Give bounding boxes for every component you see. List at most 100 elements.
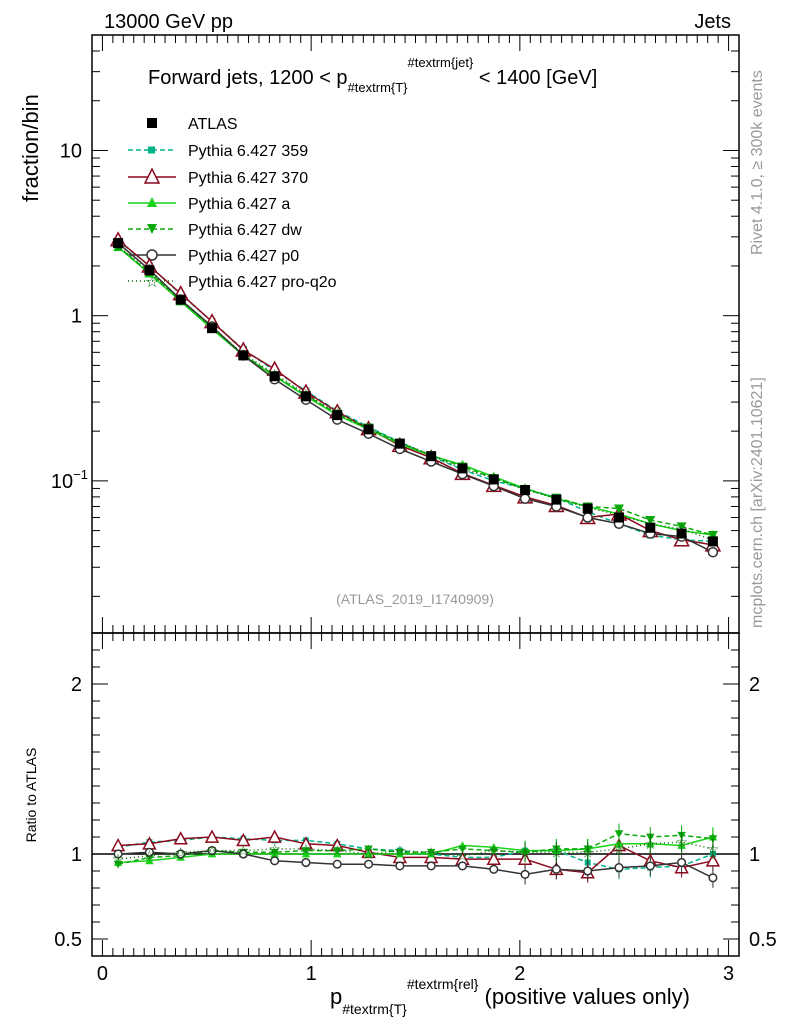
ratio-y-tick-label-left: 1 xyxy=(71,844,82,866)
ratio-point-pq2o: ☆ xyxy=(237,843,250,859)
main-point-pdw xyxy=(676,522,687,532)
ratio-point-pq2o: ☆ xyxy=(331,843,344,859)
ratio-point-p370 xyxy=(705,853,721,867)
ratio-y-tick-label-right: 2 xyxy=(749,674,760,696)
main-point-pdw xyxy=(707,531,718,541)
legend-label-p370: Pythia 6.427 370 xyxy=(188,170,308,187)
ratio-line-pa xyxy=(118,836,714,864)
ratio-point-pq2o: ☆ xyxy=(581,844,594,860)
main-point-atlas xyxy=(363,424,374,435)
main-y-axis-label: fraction/bin xyxy=(18,94,43,202)
plot-title-tail: < 1400 [GeV] xyxy=(473,67,597,89)
main-point-atlas xyxy=(613,512,624,523)
ratio-point-pp0 xyxy=(583,866,593,876)
legend-marker-atlas xyxy=(147,118,157,128)
ratio-point-pq2o: ☆ xyxy=(300,841,313,857)
ratio-point-pq2o: ☆ xyxy=(143,848,156,864)
ratio-y-tick-label-left: 2 xyxy=(71,674,82,696)
legend-label-p359: Pythia 6.427 359 xyxy=(188,143,308,160)
main-point-atlas xyxy=(520,485,531,496)
ratio-point-pdw xyxy=(458,845,467,854)
ratio-point-pp0 xyxy=(489,864,499,874)
legend-entry-p359: Pythia 6.427 359 xyxy=(128,143,308,160)
ratio-line-pp0 xyxy=(118,849,714,879)
ratio-point-pp0 xyxy=(645,861,655,871)
main-point-atlas xyxy=(394,438,405,449)
ratio-panel-frame xyxy=(91,632,740,957)
main-panel-series: ☆☆☆☆☆☆☆☆☆☆☆☆☆☆☆☆☆☆☆☆ xyxy=(109,231,722,558)
main-series-atlas xyxy=(113,238,718,547)
main-point-atlas xyxy=(332,410,343,421)
plot-title-sub: #textrm{T} xyxy=(348,80,409,95)
ratio-point-pq2o: ☆ xyxy=(268,841,281,857)
analysis-id-label: (ATLAS_2019_I1740909) xyxy=(336,591,494,607)
main-point-atlas xyxy=(269,371,280,382)
ratio-point-p370 xyxy=(267,829,282,843)
main-point-atlas xyxy=(707,536,718,547)
ratio-point-pq2o: ☆ xyxy=(550,844,563,860)
x-axis-label-main: p xyxy=(330,984,342,1009)
header-jets-label: Jets xyxy=(694,11,731,33)
legend-entry-atlas: ATLAS xyxy=(147,116,238,133)
legend-label-pdw: Pythia 6.427 dw xyxy=(188,222,302,239)
ratio-point-pp0 xyxy=(113,849,123,859)
ratio-point-pq2o: ☆ xyxy=(394,843,407,859)
legend-marker-pdw xyxy=(147,224,157,234)
ratio-point-pq2o: ☆ xyxy=(613,841,626,857)
legend-marker-pa xyxy=(147,197,157,207)
legend-label-pq2o: Pythia 6.427 pro-q2o xyxy=(188,274,337,291)
main-point-atlas xyxy=(457,463,468,474)
ratio-series-pdw xyxy=(113,823,718,869)
header-energy-label: 13000 GeV pp xyxy=(104,11,233,33)
plot-title-sup: #textrm{jet} xyxy=(408,55,474,70)
ratio-point-pq2o: ☆ xyxy=(206,843,219,859)
ratio-point-pdw xyxy=(426,848,436,857)
legend: ATLAS Pythia 6.427 359 Pythia 6.427 370 … xyxy=(128,116,337,291)
ratio-point-pq2o: ☆ xyxy=(456,848,469,864)
x-axis-label: p#textrm{T}#textrm{rel} (positive values… xyxy=(330,976,690,1017)
main-point-pdw xyxy=(645,515,656,525)
legend-label-pp0: Pythia 6.427 p0 xyxy=(188,248,299,265)
ratio-point-pq2o: ☆ xyxy=(487,843,500,859)
ratio-y-tick-label-left: 0.5 xyxy=(54,929,82,951)
main-y-tick-label: 10 xyxy=(60,140,82,162)
ratio-point-pq2o: ☆ xyxy=(519,844,532,860)
ratio-y-axis-label: Ratio to ATLAS xyxy=(23,748,39,843)
ratio-x-tick-label: 2 xyxy=(514,963,525,985)
legend-entry-pdw: Pythia 6.427 dw xyxy=(128,222,302,239)
main-point-atlas xyxy=(582,503,593,514)
main-point-atlas xyxy=(300,391,311,402)
ratio-point-p370 xyxy=(204,829,220,843)
ratio-point-pq2o: ☆ xyxy=(707,841,720,857)
ratio-x-tick-label: 1 xyxy=(306,963,317,985)
ratio-point-pp0 xyxy=(301,857,311,868)
ratio-series-p370 xyxy=(110,829,721,883)
ratio-point-pdw xyxy=(113,860,123,869)
legend-marker-p359 xyxy=(148,146,155,154)
ratio-point-pp0 xyxy=(207,846,217,856)
ratio-point-p370 xyxy=(236,832,251,847)
main-point-pp0 xyxy=(707,546,719,558)
main-point-pdw xyxy=(613,504,624,514)
ratio-point-pp0 xyxy=(238,849,248,859)
ratio-point-pp0 xyxy=(677,857,687,868)
rivet-version-label: Rivet 4.1.0, ≥ 300k events xyxy=(749,70,766,255)
legend-entry-pp0: Pythia 6.427 p0 xyxy=(128,248,299,265)
legend-entry-p370: Pythia 6.427 370 xyxy=(128,167,308,187)
main-line-pa xyxy=(117,246,714,536)
main-axis-ticks: 10−1 1 10 xyxy=(51,34,739,633)
main-point-atlas xyxy=(238,350,249,361)
ratio-x-tick-label: 3 xyxy=(723,963,734,985)
plot-title-main: Forward jets, 1200 < p xyxy=(148,67,348,89)
x-axis-label-tail: (positive values only) xyxy=(478,984,690,1009)
ratio-point-pdw xyxy=(614,830,624,838)
ratio-point-pp0 xyxy=(457,861,468,871)
main-y-tick-label: 10−1 xyxy=(51,467,88,493)
ratio-axis-ticks: 0 1 2 3 0.5 0.5 1 1 2 2 xyxy=(54,633,777,985)
ratio-x-tick-label: 0 xyxy=(97,963,108,985)
ratio-point-pdw xyxy=(489,847,499,855)
main-point-atlas xyxy=(207,323,218,334)
ratio-point-pq2o: ☆ xyxy=(675,834,688,850)
x-axis-label-sub: #textrm{T} xyxy=(342,1001,407,1017)
ratio-series-pa xyxy=(113,827,718,866)
